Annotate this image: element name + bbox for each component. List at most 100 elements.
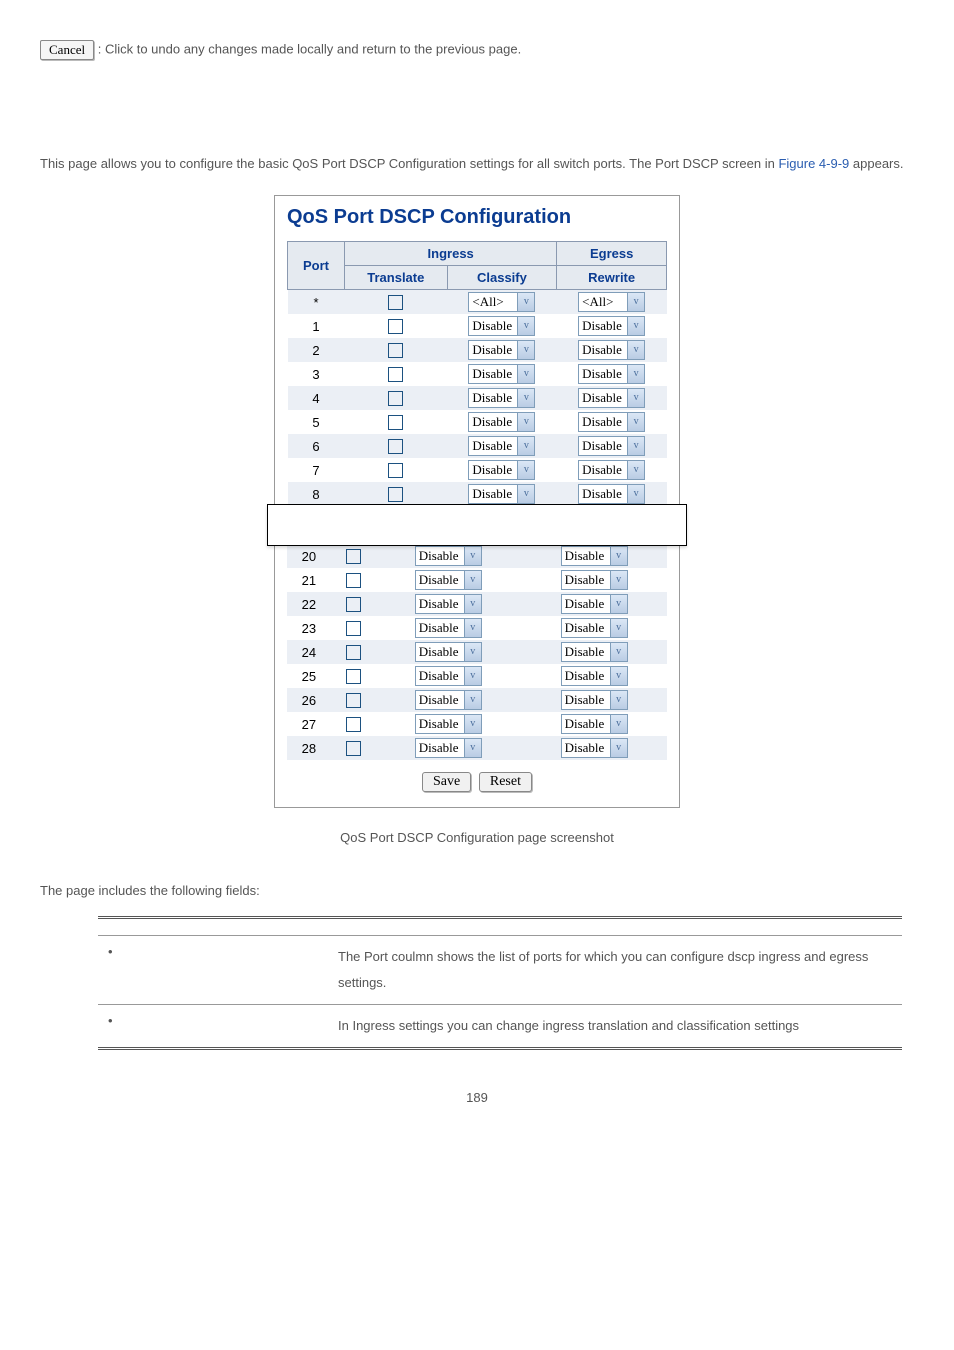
chevron-down-icon: v — [464, 547, 481, 565]
qos-config-panel: QoS Port DSCP Configuration Port Ingress… — [274, 195, 680, 808]
fields-intro: The page includes the following fields: — [40, 883, 914, 898]
rewrite-select[interactable]: Disablev — [578, 364, 645, 384]
fields-left — [98, 1005, 328, 1049]
chevron-down-icon: v — [464, 643, 481, 661]
rewrite-select[interactable]: Disablev — [578, 388, 645, 408]
rewrite-select[interactable]: Disablev — [561, 666, 628, 686]
rewrite-select[interactable]: <All>v — [578, 292, 645, 312]
classify-select[interactable]: Disablev — [468, 460, 535, 480]
reset-button[interactable]: Reset — [479, 772, 532, 792]
translate-checkbox[interactable] — [388, 391, 403, 406]
rewrite-cell: Disablev — [521, 736, 667, 760]
classify-cell: Disablev — [375, 688, 521, 712]
intro-paragraph: This page allows you to configure the ba… — [40, 150, 914, 177]
classify-cell: Disablev — [375, 640, 521, 664]
classify-select[interactable]: Disablev — [415, 570, 482, 590]
rewrite-select[interactable]: Disablev — [561, 546, 628, 566]
translate-cell — [331, 568, 376, 592]
translate-checkbox[interactable] — [346, 645, 361, 660]
translate-cell — [345, 410, 448, 434]
port-cell: 4 — [288, 386, 345, 410]
translate-checkbox[interactable] — [346, 621, 361, 636]
port-cell: 28 — [287, 736, 331, 760]
classify-select[interactable]: Disablev — [468, 484, 535, 504]
button-row: Save Reset — [287, 772, 667, 792]
translate-checkbox[interactable] — [346, 597, 361, 612]
classify-select[interactable]: Disablev — [415, 546, 482, 566]
classify-select[interactable]: Disablev — [468, 316, 535, 336]
translate-checkbox[interactable] — [346, 573, 361, 588]
translate-checkbox[interactable] — [388, 439, 403, 454]
chevron-down-icon: v — [627, 389, 644, 407]
panel-title: QoS Port DSCP Configuration — [287, 206, 667, 229]
translate-checkbox[interactable] — [388, 367, 403, 382]
rewrite-select[interactable]: Disablev — [561, 594, 628, 614]
classify-select[interactable]: Disablev — [415, 594, 482, 614]
rewrite-select[interactable]: Disablev — [561, 738, 628, 758]
rewrite-select[interactable]: Disablev — [578, 316, 645, 336]
chevron-down-icon: v — [610, 643, 627, 661]
classify-select[interactable]: Disablev — [415, 642, 482, 662]
translate-checkbox[interactable] — [346, 549, 361, 564]
classify-cell: Disablev — [447, 434, 557, 458]
rewrite-select[interactable]: Disablev — [578, 484, 645, 504]
classify-select[interactable]: Disablev — [468, 340, 535, 360]
translate-checkbox[interactable] — [388, 343, 403, 358]
rewrite-select[interactable]: Disablev — [561, 570, 628, 590]
chevron-down-icon: v — [464, 715, 481, 733]
rewrite-select[interactable]: Disablev — [578, 340, 645, 360]
chevron-down-icon: v — [610, 595, 627, 613]
classify-select[interactable]: Disablev — [468, 412, 535, 432]
translate-cell — [345, 362, 448, 386]
chevron-down-icon: v — [464, 667, 481, 685]
table-row: 6DisablevDisablev — [288, 434, 667, 458]
translate-checkbox[interactable] — [388, 295, 403, 310]
rewrite-cell: Disablev — [521, 544, 667, 568]
table-row: 20DisablevDisablev — [287, 544, 667, 568]
translate-checkbox[interactable] — [346, 669, 361, 684]
rewrite-select[interactable]: Disablev — [561, 618, 628, 638]
classify-cell: Disablev — [447, 314, 557, 338]
translate-checkbox[interactable] — [346, 741, 361, 756]
rewrite-select[interactable]: Disablev — [561, 642, 628, 662]
cancel-button[interactable]: Cancel — [40, 40, 94, 60]
translate-checkbox[interactable] — [388, 463, 403, 478]
chevron-down-icon: v — [517, 317, 534, 335]
rewrite-select[interactable]: Disablev — [561, 690, 628, 710]
classify-select[interactable]: Disablev — [468, 388, 535, 408]
port-cell: 3 — [288, 362, 345, 386]
chevron-down-icon: v — [517, 413, 534, 431]
classify-select[interactable]: Disablev — [468, 436, 535, 456]
classify-cell: Disablev — [447, 386, 557, 410]
qos-table: Port Ingress Egress Translate Classify R… — [287, 241, 667, 506]
fields-row: The Port coulmn shows the list of ports … — [98, 936, 902, 1005]
classify-select[interactable]: Disablev — [415, 714, 482, 734]
figure-link[interactable]: Figure 4-9-9 — [778, 156, 849, 171]
classify-select[interactable]: <All>v — [468, 292, 535, 312]
chevron-down-icon: v — [517, 389, 534, 407]
port-cell: 27 — [287, 712, 331, 736]
table-row: 27 Disablev Disablev — [287, 712, 667, 736]
rewrite-select[interactable]: Disablev — [578, 436, 645, 456]
rewrite-select[interactable]: Disablev — [561, 714, 628, 734]
translate-checkbox[interactable] — [388, 487, 403, 502]
chevron-down-icon: v — [464, 691, 481, 709]
translate-checkbox[interactable] — [388, 415, 403, 430]
classify-select[interactable]: Disablev — [415, 666, 482, 686]
classify-select[interactable]: Disablev — [415, 618, 482, 638]
classify-cell: Disablev — [447, 362, 557, 386]
save-button[interactable]: Save — [422, 772, 471, 792]
rewrite-select[interactable]: Disablev — [578, 460, 645, 480]
translate-checkbox[interactable] — [346, 693, 361, 708]
rewrite-select[interactable]: Disablev — [578, 412, 645, 432]
col-port: Port — [288, 242, 345, 290]
table-row: 5DisablevDisablev — [288, 410, 667, 434]
classify-select[interactable]: Disablev — [415, 690, 482, 710]
classify-select[interactable]: Disablev — [415, 738, 482, 758]
translate-checkbox[interactable] — [346, 717, 361, 732]
classify-select[interactable]: Disablev — [468, 364, 535, 384]
fields-table: The Port coulmn shows the list of ports … — [98, 916, 902, 1050]
translate-cell — [345, 386, 448, 410]
translate-checkbox[interactable] — [388, 319, 403, 334]
port-cell: 23 — [287, 616, 331, 640]
